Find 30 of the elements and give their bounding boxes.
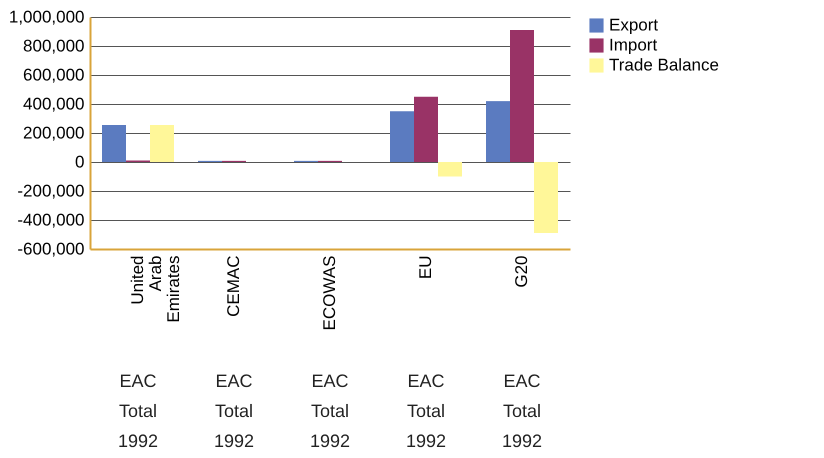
bar bbox=[510, 30, 534, 162]
bar bbox=[150, 125, 174, 162]
text: EAC Total 1992 bbox=[406, 371, 446, 451]
y-tick-label: -600,000 bbox=[17, 240, 84, 258]
x-tick-label: G20 bbox=[512, 256, 531, 288]
text: EAC Total 1992 bbox=[118, 371, 158, 451]
y-tick-label: 200,000 bbox=[23, 124, 84, 142]
y-tick-label: -200,000 bbox=[17, 182, 84, 200]
bar bbox=[102, 125, 126, 162]
legend-label: Import bbox=[609, 36, 658, 54]
text: EAC Total 1992 bbox=[214, 371, 254, 451]
y-tick-label: 800,000 bbox=[23, 36, 84, 56]
x-tick-label: EU bbox=[416, 256, 435, 280]
y-tick-label: 1,000,000 bbox=[8, 8, 84, 26]
text: EAC Total 1992 bbox=[310, 371, 350, 451]
legend-label: Export bbox=[609, 16, 658, 34]
y-tick-label: 400,000 bbox=[23, 94, 84, 114]
bar bbox=[414, 96, 438, 162]
bar bbox=[438, 162, 462, 176]
y-tick-label: 0 bbox=[75, 152, 84, 172]
text: EAC Total 1992 bbox=[502, 371, 542, 451]
x-tick-label: United Arab Emirates bbox=[128, 256, 183, 323]
bar bbox=[390, 111, 414, 162]
legend-label: Trade Balance bbox=[609, 56, 719, 74]
y-tick-label: 600,000 bbox=[23, 66, 84, 84]
x-tick-label: CEMAC bbox=[224, 256, 243, 317]
x-tick-label: ECOWAS bbox=[320, 256, 339, 330]
bar bbox=[534, 162, 558, 234]
y-tick-label: -400,000 bbox=[17, 210, 84, 230]
bar bbox=[486, 101, 510, 162]
